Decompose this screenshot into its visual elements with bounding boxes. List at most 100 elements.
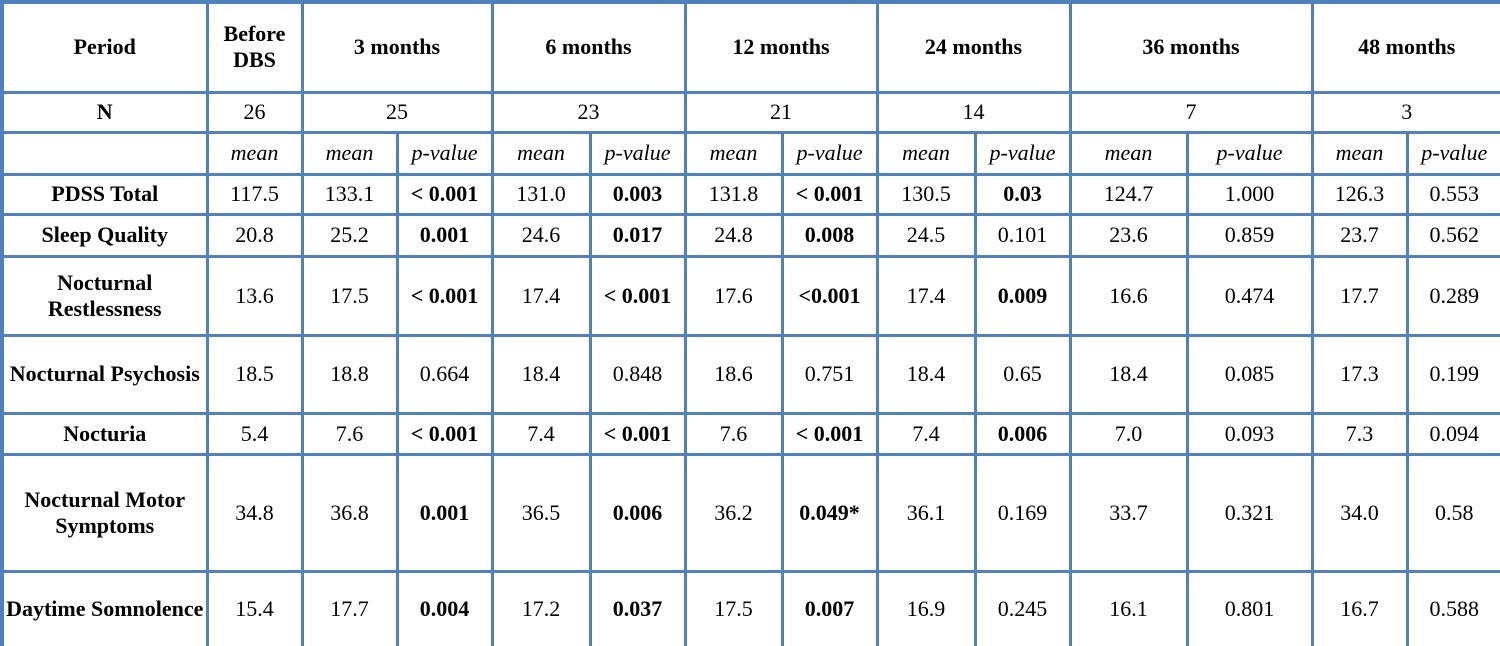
pvalue-cell: 0.094 [1405, 411, 1500, 456]
pvalue-cell: 0.008 [780, 212, 879, 258]
n-value-cell: 23 [490, 90, 687, 134]
mean-cell: 24.8 [683, 212, 784, 258]
mean-cell: 17.6 [683, 254, 784, 337]
mean-cell: 133.1 [300, 172, 399, 216]
row-label: Daytime Somnolence [0, 569, 209, 646]
mean-cell: 18.5 [205, 333, 304, 415]
mean-subheader-cell: mean [205, 130, 304, 176]
pvalue-cell: < 0.001 [588, 411, 687, 456]
mean-subheader-cell: mean [300, 130, 399, 176]
period-column-header: 48 months [1310, 0, 1500, 94]
pvalue-cell: 0.006 [973, 411, 1072, 456]
mean-cell: 17.5 [683, 569, 784, 646]
pvalue-cell: 0.169 [973, 452, 1072, 573]
pvalue-cell: < 0.001 [780, 172, 879, 216]
n-value-cell: 25 [300, 90, 494, 134]
row-label: Sleep Quality [0, 212, 209, 258]
mean-subheader-cell: mean [1310, 130, 1409, 176]
pvalue-cell: 0.003 [588, 172, 687, 216]
period-column-header: Before DBS [205, 0, 304, 94]
mean-cell: 124.7 [1068, 172, 1189, 216]
mean-cell: 25.2 [300, 212, 399, 258]
pvalue-cell: 0.58 [1405, 452, 1500, 573]
pvalue-cell: 0.848 [588, 333, 687, 415]
mean-cell: 16.9 [875, 569, 977, 646]
pvalue-cell: 0.017 [588, 212, 687, 258]
pvalue-cell: 0.037 [588, 569, 687, 646]
pvalue-cell: 0.199 [1405, 333, 1500, 415]
table-row: Daytime Somnolence 15.4 17.7 0.004 17.2 0.037… [0, 569, 1500, 646]
mean-cell: 7.6 [300, 411, 399, 456]
row-label: Nocturnal Psychosis [0, 333, 209, 415]
n-label-cell: N [0, 90, 209, 134]
n-row: N 26 25 23 21 14 7 3 [0, 90, 1500, 134]
mean-cell: 16.7 [1310, 569, 1409, 646]
pvalue-cell: 1.000 [1185, 172, 1314, 216]
mean-cell: 7.6 [683, 411, 784, 456]
mean-cell: 126.3 [1310, 172, 1409, 216]
mean-cell: 36.1 [875, 452, 977, 573]
n-value-cell: 14 [875, 90, 1072, 134]
pvalue-cell: 0.009 [973, 254, 1072, 337]
mean-cell: 17.7 [300, 569, 399, 646]
mean-cell: 16.1 [1068, 569, 1189, 646]
mean-cell: 34.0 [1310, 452, 1409, 573]
pvalue-cell: 0.321 [1185, 452, 1314, 573]
pvalue-cell: < 0.001 [395, 172, 494, 216]
pvalue-cell: 0.664 [395, 333, 494, 415]
mean-subheader-cell: mean [683, 130, 784, 176]
mean-cell: 7.4 [875, 411, 977, 456]
mean-cell: 7.0 [1068, 411, 1189, 456]
n-value-cell: 7 [1068, 90, 1314, 134]
period-column-header: 24 months [875, 0, 1072, 94]
pvalue-cell: 0.093 [1185, 411, 1314, 456]
header-row: Period Before DBS 3 months 6 months 12 month… [0, 0, 1500, 94]
mean-cell: 13.6 [205, 254, 304, 337]
pvalue-cell: 0.562 [1405, 212, 1500, 258]
row-label: Nocturnal Restlessness [0, 254, 209, 337]
mean-cell: 36.8 [300, 452, 399, 573]
table-row: Nocturnal Motor Symptoms 34.8 36.8 0.001 36.… [0, 452, 1500, 573]
pvalue-cell: 0.588 [1405, 569, 1500, 646]
pvalue-cell: 0.001 [395, 452, 494, 573]
mean-cell: 33.7 [1068, 452, 1189, 573]
pvalue-cell: 0.245 [973, 569, 1072, 646]
mean-subheader-cell: mean [875, 130, 977, 176]
mean-cell: 17.5 [300, 254, 399, 337]
pvalue-cell: < 0.001 [588, 254, 687, 337]
pvalue-cell: 0.007 [780, 569, 879, 646]
pvalue-cell: 0.006 [588, 452, 687, 573]
mean-cell: 17.4 [490, 254, 592, 337]
row-label: Nocturnal Motor Symptoms [0, 452, 209, 573]
n-value-cell: 21 [683, 90, 879, 134]
period-column-header: 6 months [490, 0, 687, 94]
mean-cell: 7.4 [490, 411, 592, 456]
subheader-row: mean mean p-value mean p-value mean p-value mea… [0, 130, 1500, 176]
mean-cell: 18.6 [683, 333, 784, 415]
pvalue-subheader-cell: p-value [1405, 130, 1500, 176]
mean-cell: 18.4 [1068, 333, 1189, 415]
table-row: Sleep Quality 20.8 25.2 0.001 24.6 0.017 24.8 0… [0, 212, 1500, 258]
pvalue-subheader-cell: p-value [588, 130, 687, 176]
table-row: PDSS Total 117.5 133.1 < 0.001 131.0 0.003 131… [0, 172, 1500, 216]
mean-cell: 20.8 [205, 212, 304, 258]
mean-cell: 131.8 [683, 172, 784, 216]
mean-cell: 23.6 [1068, 212, 1189, 258]
table-row: Nocturnal Psychosis 18.5 18.8 0.664 18.4 0.84… [0, 333, 1500, 415]
pvalue-cell: 0.101 [973, 212, 1072, 258]
empty-corner-cell [0, 130, 209, 176]
mean-cell: 130.5 [875, 172, 977, 216]
mean-cell: 5.4 [205, 411, 304, 456]
pvalue-cell: < 0.001 [780, 411, 879, 456]
pvalue-cell: 0.751 [780, 333, 879, 415]
pvalue-subheader-cell: p-value [780, 130, 879, 176]
mean-cell: 18.4 [875, 333, 977, 415]
pvalue-cell: 0.859 [1185, 212, 1314, 258]
pvalue-cell: 0.474 [1185, 254, 1314, 337]
mean-cell: 24.6 [490, 212, 592, 258]
pvalue-cell: < 0.001 [395, 411, 494, 456]
pvalue-cell: 0.049* [780, 452, 879, 573]
pvalue-cell: 0.001 [395, 212, 494, 258]
